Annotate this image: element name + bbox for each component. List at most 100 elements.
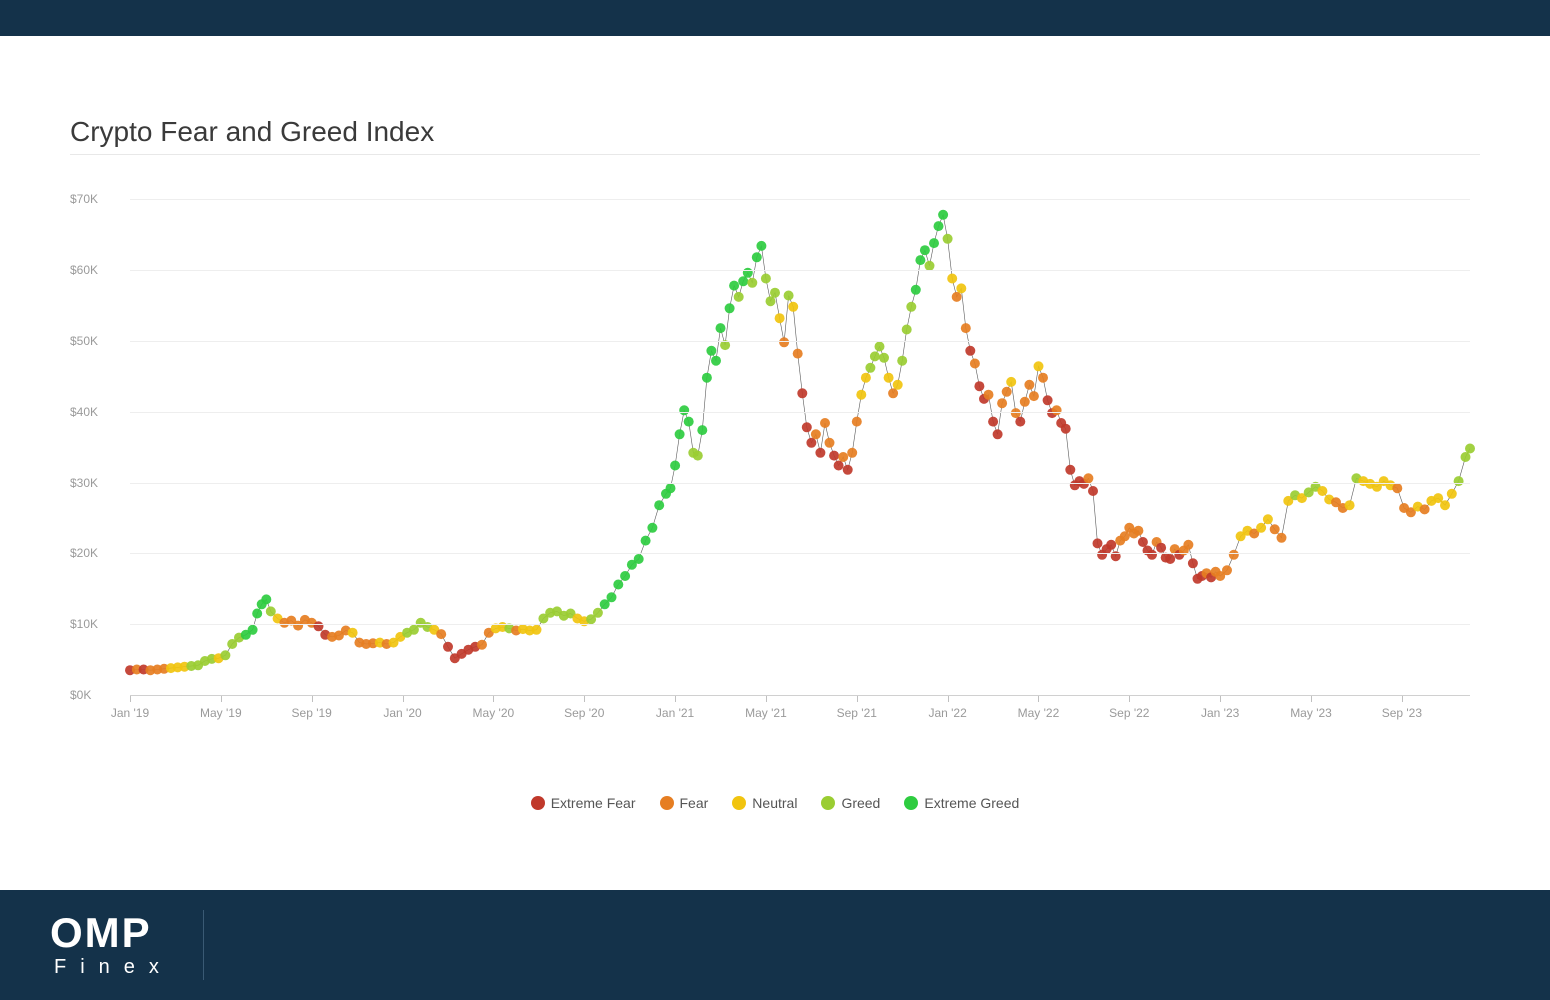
data-point[interactable] [1088, 486, 1098, 496]
data-point[interactable] [984, 390, 994, 400]
data-point[interactable] [770, 288, 780, 298]
data-point[interactable] [1188, 558, 1198, 568]
data-point[interactable] [1133, 526, 1143, 536]
data-point[interactable] [893, 380, 903, 390]
data-point[interactable] [861, 373, 871, 383]
data-point[interactable] [875, 342, 885, 352]
data-point[interactable] [806, 438, 816, 448]
data-point[interactable] [314, 621, 324, 631]
data-point[interactable] [1420, 504, 1430, 514]
data-point[interactable] [934, 221, 944, 231]
data-point[interactable] [929, 238, 939, 248]
data-point[interactable] [829, 451, 839, 461]
data-point[interactable] [734, 292, 744, 302]
data-point[interactable] [947, 274, 957, 284]
data-point[interactable] [843, 465, 853, 475]
data-point[interactable] [738, 276, 748, 286]
data-point[interactable] [1120, 531, 1130, 541]
data-point[interactable] [1065, 465, 1075, 475]
data-point[interactable] [1106, 540, 1116, 550]
data-point[interactable] [834, 461, 844, 471]
data-point[interactable] [684, 417, 694, 427]
data-point[interactable] [1454, 476, 1464, 486]
data-point[interactable] [1061, 424, 1071, 434]
data-point[interactable] [879, 353, 889, 363]
data-point[interactable] [1024, 380, 1034, 390]
data-point[interactable] [752, 252, 762, 262]
data-point[interactable] [1011, 408, 1021, 418]
data-point[interactable] [779, 337, 789, 347]
data-point[interactable] [1156, 543, 1166, 553]
data-point[interactable] [1006, 377, 1016, 387]
data-point[interactable] [1029, 391, 1039, 401]
data-point[interactable] [888, 388, 898, 398]
data-point[interactable] [1034, 361, 1044, 371]
data-point[interactable] [1447, 489, 1457, 499]
data-point[interactable] [911, 285, 921, 295]
data-point[interactable] [679, 405, 689, 415]
data-point[interactable] [1138, 537, 1148, 547]
data-point[interactable] [252, 609, 262, 619]
data-point[interactable] [825, 438, 835, 448]
data-point[interactable] [988, 417, 998, 427]
data-point[interactable] [897, 356, 907, 366]
data-point[interactable] [838, 452, 848, 462]
legend-item[interactable]: Extreme Fear [531, 795, 636, 811]
data-point[interactable] [956, 283, 966, 293]
data-point[interactable] [965, 346, 975, 356]
data-point[interactable] [938, 210, 948, 220]
data-point[interactable] [477, 640, 487, 650]
data-point[interactable] [993, 429, 1003, 439]
data-point[interactable] [852, 417, 862, 427]
data-point[interactable] [220, 650, 230, 660]
data-point[interactable] [1317, 486, 1327, 496]
data-point[interactable] [1052, 405, 1062, 415]
data-point[interactable] [607, 592, 617, 602]
data-point[interactable] [788, 302, 798, 312]
data-point[interactable] [706, 346, 716, 356]
data-point[interactable] [847, 448, 857, 458]
data-point[interactable] [1147, 550, 1157, 560]
data-point[interactable] [261, 594, 271, 604]
legend-item[interactable]: Neutral [732, 795, 797, 811]
data-point[interactable] [747, 278, 757, 288]
data-point[interactable] [647, 523, 657, 533]
data-point[interactable] [725, 303, 735, 313]
data-point[interactable] [1165, 554, 1175, 564]
data-point[interactable] [997, 398, 1007, 408]
data-point[interactable] [1270, 524, 1280, 534]
data-point[interactable] [729, 281, 739, 291]
data-point[interactable] [811, 429, 821, 439]
data-point[interactable] [666, 483, 676, 493]
data-point[interactable] [654, 500, 664, 510]
data-point[interactable] [1277, 533, 1287, 543]
data-point[interactable] [1461, 452, 1471, 462]
data-point[interactable] [865, 363, 875, 373]
data-point[interactable] [802, 422, 812, 432]
data-point[interactable] [970, 359, 980, 369]
data-point[interactable] [761, 274, 771, 284]
data-point[interactable] [1002, 387, 1012, 397]
data-point[interactable] [1222, 565, 1232, 575]
data-point[interactable] [593, 608, 603, 618]
data-point[interactable] [702, 373, 712, 383]
data-point[interactable] [1093, 538, 1103, 548]
data-point[interactable] [348, 628, 358, 638]
data-point[interactable] [634, 554, 644, 564]
data-point[interactable] [920, 245, 930, 255]
data-point[interactable] [1229, 550, 1239, 560]
data-point[interactable] [915, 255, 925, 265]
data-point[interactable] [793, 349, 803, 359]
data-point[interactable] [1440, 500, 1450, 510]
data-point[interactable] [856, 390, 866, 400]
data-point[interactable] [675, 429, 685, 439]
data-point[interactable] [902, 325, 912, 335]
data-point[interactable] [620, 571, 630, 581]
data-point[interactable] [1043, 395, 1053, 405]
data-point[interactable] [766, 296, 776, 306]
data-point[interactable] [641, 536, 651, 546]
data-point[interactable] [870, 351, 880, 361]
data-point[interactable] [797, 388, 807, 398]
legend-item[interactable]: Fear [660, 795, 709, 811]
legend-item[interactable]: Greed [821, 795, 880, 811]
